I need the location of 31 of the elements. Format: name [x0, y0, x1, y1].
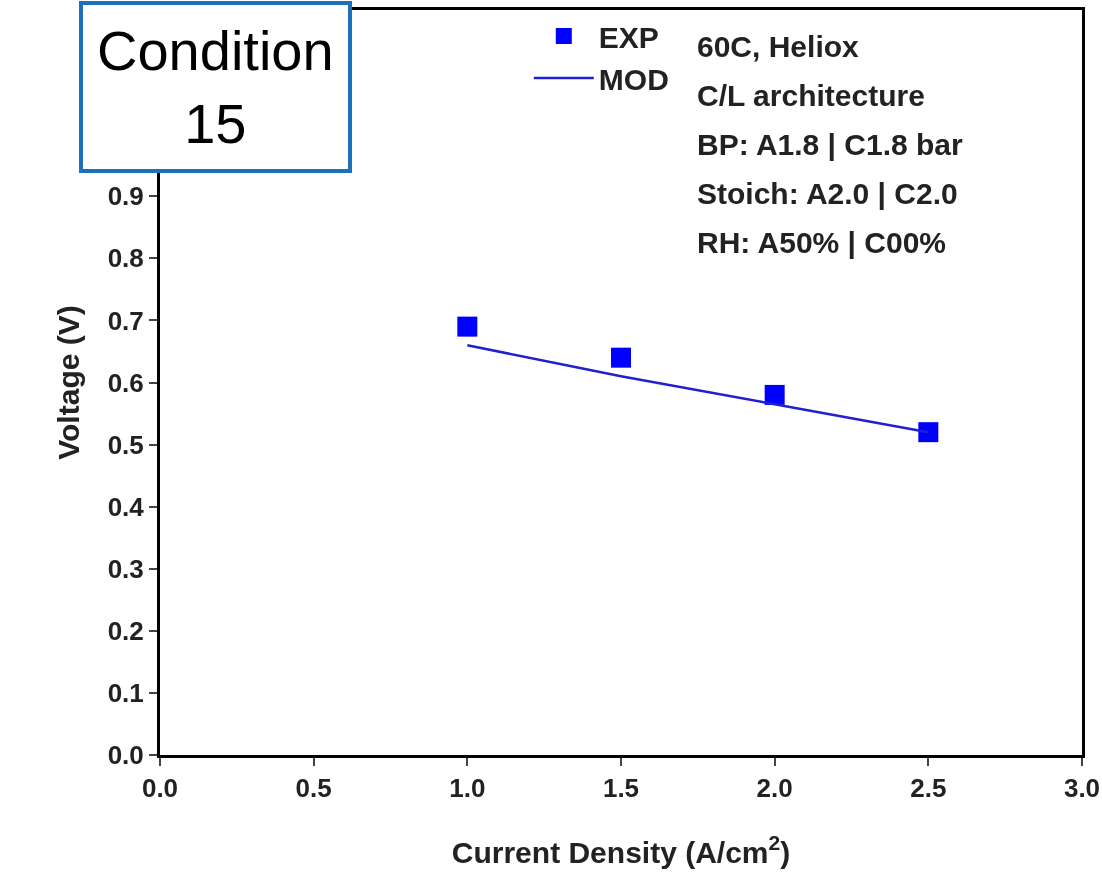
point [457, 316, 478, 337]
annotation: Stoich: A2.0 | C2.0 [697, 177, 958, 210]
y-tick-label: 0.5 [107, 429, 144, 460]
y-tick-label: 0.7 [107, 305, 144, 336]
legend-label: MOD [598, 62, 669, 96]
y-tick-label: 0.6 [107, 367, 144, 398]
x-tick-label: 2.0 [756, 773, 793, 804]
x-tick-label: 2.5 [910, 773, 947, 804]
y-tick-label: 0.1 [107, 678, 144, 709]
x-axis-title: Current Density (A/cm$^{2}$) [451, 831, 791, 869]
x-tick-label: 1.5 [602, 773, 640, 804]
point [918, 422, 939, 443]
x-tick-label: 0.5 [295, 773, 332, 804]
x-tick-label: 0.0 [141, 773, 179, 804]
annotation: 60C, Heliox [697, 30, 860, 63]
legend-label: EXP [598, 20, 659, 54]
y-tick-label: 0.9 [107, 181, 144, 212]
annotation: BP: A1.8 | C1.8 bar [697, 128, 964, 161]
annotation: C/L architecture [697, 79, 925, 112]
annotation: RH: A50% | C00% [697, 226, 947, 259]
point [764, 384, 785, 405]
point [611, 347, 631, 368]
y-tick-label: 0.2 [107, 615, 144, 646]
y-tick-label: 0.3 [107, 553, 144, 584]
x-tick-label: 3.0 [1063, 773, 1101, 804]
annotation: Condition 15 [97, 19, 334, 155]
y-tick-label: 0.8 [107, 243, 144, 274]
y-tick-label: 0.0 [107, 740, 144, 771]
x-tick-label: 1.0 [449, 773, 486, 804]
y-axis-title: Voltage (V) [51, 305, 85, 460]
y-tick-label: 0.4 [107, 491, 145, 522]
